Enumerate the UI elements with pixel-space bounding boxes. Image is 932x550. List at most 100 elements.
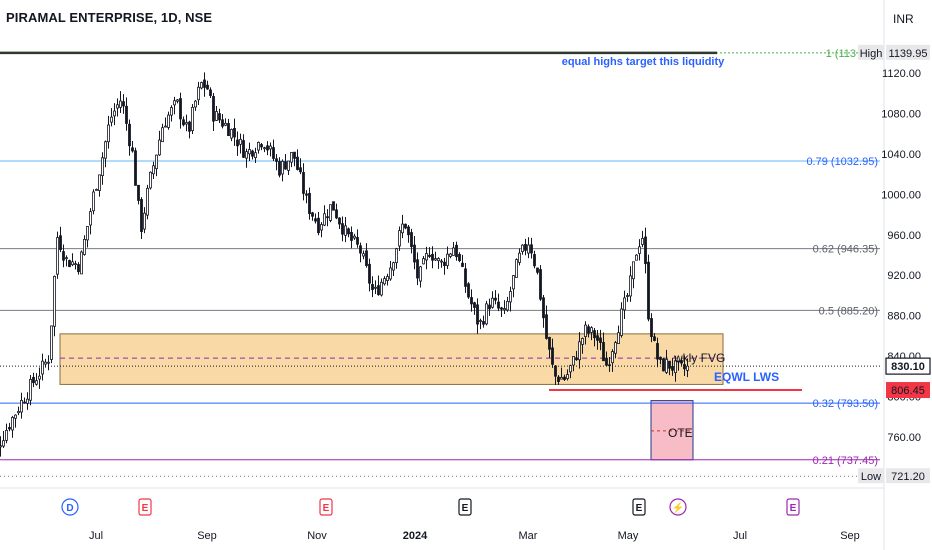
candle-body	[494, 297, 497, 301]
candle-body	[83, 238, 86, 255]
candle-body	[401, 223, 404, 234]
candle-body	[356, 237, 359, 245]
candle-body	[140, 199, 143, 232]
candle-body	[644, 236, 647, 265]
candle-body	[95, 188, 98, 191]
candle-body	[662, 358, 665, 372]
eqwl-price-box	[886, 382, 930, 399]
candle-body	[647, 261, 650, 320]
candle-body	[563, 376, 566, 380]
candle-body	[326, 216, 329, 219]
last-price-box	[885, 357, 931, 375]
candle-body	[8, 427, 11, 430]
candle-body	[458, 254, 461, 262]
fib-level-label: 0.79 (1032.95)	[806, 156, 878, 168]
candle-body	[98, 174, 101, 191]
annotation-equal-highs: equal highs target this liquidity	[562, 56, 725, 68]
y-tick-label: 880.00	[887, 311, 921, 323]
candle-body	[92, 191, 95, 212]
candle-body	[263, 147, 266, 150]
candle-body	[596, 335, 599, 341]
candle-body	[500, 307, 503, 310]
candle-body	[53, 276, 56, 327]
candle-body	[503, 308, 506, 311]
candle-body	[425, 253, 428, 261]
candle-body	[392, 262, 395, 271]
candle-body	[137, 184, 140, 201]
candle-body	[539, 269, 542, 300]
x-tick-label: Jul	[89, 530, 103, 542]
candle-body	[275, 158, 278, 162]
candle-body	[587, 326, 590, 334]
candle-body	[281, 161, 284, 175]
candle-body	[611, 351, 614, 364]
candle-body	[407, 226, 410, 236]
candle-body	[380, 281, 383, 296]
low-label: Low	[861, 471, 881, 483]
x-tick-label: Mar	[519, 530, 538, 542]
candle-body	[449, 253, 452, 257]
candle-body	[200, 82, 203, 89]
candle-body	[17, 411, 20, 414]
candle-body	[578, 341, 581, 361]
candle-body	[641, 238, 644, 245]
candle-body	[71, 261, 74, 266]
candle-body	[68, 260, 71, 268]
candle-body	[182, 119, 185, 126]
candle-body	[623, 297, 626, 311]
candle-body	[209, 89, 212, 96]
earnings-event-icon	[786, 498, 800, 516]
candle-body	[305, 193, 308, 196]
candle-body	[122, 101, 125, 107]
candle-body	[50, 325, 53, 360]
candle-body	[59, 235, 62, 250]
candle-body	[455, 244, 458, 258]
earnings-event-icon	[138, 498, 152, 516]
candle-body	[485, 303, 488, 325]
candle-body	[149, 171, 152, 189]
x-tick-label: May	[618, 530, 639, 542]
candle-body	[635, 254, 638, 261]
last-price: 830.10	[891, 361, 925, 373]
x-tick-label: 2024	[403, 530, 428, 542]
earnings-event-icon	[458, 498, 472, 516]
candle-body	[293, 151, 296, 159]
candle-body	[119, 100, 122, 108]
candle-body	[5, 429, 8, 441]
candle-body	[383, 278, 386, 285]
candle-body	[575, 357, 578, 361]
candle-body	[602, 342, 605, 362]
annotation-ote: OTE	[668, 426, 693, 440]
candle-body	[329, 204, 332, 221]
candle-body	[218, 113, 221, 121]
fib-level-label: 0.32 (793.50)	[813, 398, 878, 410]
earnings-event-label: E	[636, 503, 643, 514]
candle-body	[410, 232, 413, 248]
candle-body	[377, 285, 380, 296]
earnings-event-icon	[632, 498, 646, 516]
candle-body	[251, 150, 254, 157]
candle-body	[317, 217, 320, 234]
x-tick-label: Nov	[307, 530, 327, 542]
candle-body	[176, 99, 179, 102]
candle-body	[350, 231, 353, 241]
candle-body	[566, 374, 569, 379]
candle-body	[2, 440, 5, 447]
candle-body	[584, 324, 587, 337]
candle-body	[341, 223, 344, 235]
candle-body	[572, 356, 575, 366]
candle-body	[665, 359, 668, 373]
candle-body	[242, 140, 245, 158]
candle-body	[530, 244, 533, 254]
candle-body	[227, 123, 230, 137]
y-tick-label: 920.00	[887, 270, 921, 282]
currency-label[interactable]: INR	[893, 12, 914, 26]
candle-body	[320, 224, 323, 231]
candle-body	[332, 201, 335, 211]
candle-body	[185, 122, 188, 125]
candle-body	[197, 86, 200, 101]
annotation-eqwl-lws: EQWL LWS	[714, 370, 779, 384]
x-tick-label: Sep	[197, 530, 217, 542]
candle-body	[581, 338, 584, 345]
